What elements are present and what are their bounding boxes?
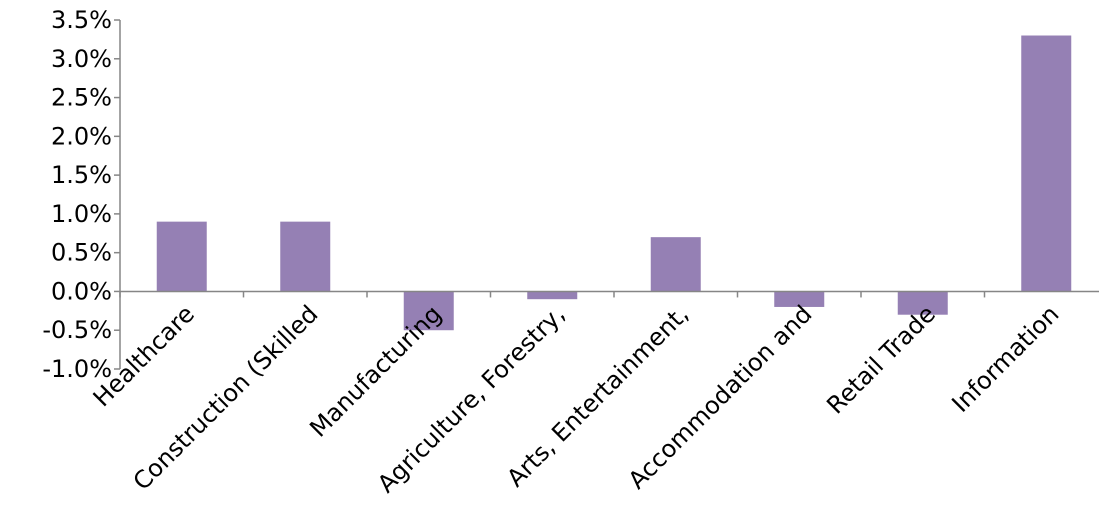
y-tick-label: 3.0% (51, 45, 112, 73)
y-tick-label: 1.0% (51, 200, 112, 228)
y-tick-label: -1.0% (42, 355, 112, 383)
x-category-label: Information (946, 300, 1064, 418)
y-tick-label: 3.5% (51, 6, 112, 34)
x-category-label: Manufacturing (304, 300, 447, 443)
y-tick-label: 0.0% (51, 277, 112, 305)
bars (156, 35, 1072, 331)
bar-arts-entertainment (650, 237, 701, 292)
bar-information (1021, 35, 1072, 292)
y-tick-label: 2.5% (51, 84, 112, 112)
bar-construction-skilled (280, 221, 331, 292)
y-axis: -1.0% -0.5% 0.0% 0.5% 1.0% 1.5% 2.0% 2.5% 3.0% 3.… (42, 6, 121, 383)
bar-retail-trade (897, 291, 948, 315)
y-tick-label: -0.5% (42, 316, 112, 344)
y-tick-label: 0.5% (51, 239, 112, 267)
y-tick-label: 1.5% (51, 161, 112, 189)
x-category-label: Retail Trade (821, 300, 941, 420)
bar-healthcare (156, 221, 207, 292)
y-tick-label: 2.0% (51, 122, 112, 150)
bar-manufacturing (403, 291, 454, 331)
bar-accommodation-and (774, 291, 825, 307)
bar-agriculture-forestry (527, 291, 578, 300)
x-axis (119, 290, 1099, 298)
